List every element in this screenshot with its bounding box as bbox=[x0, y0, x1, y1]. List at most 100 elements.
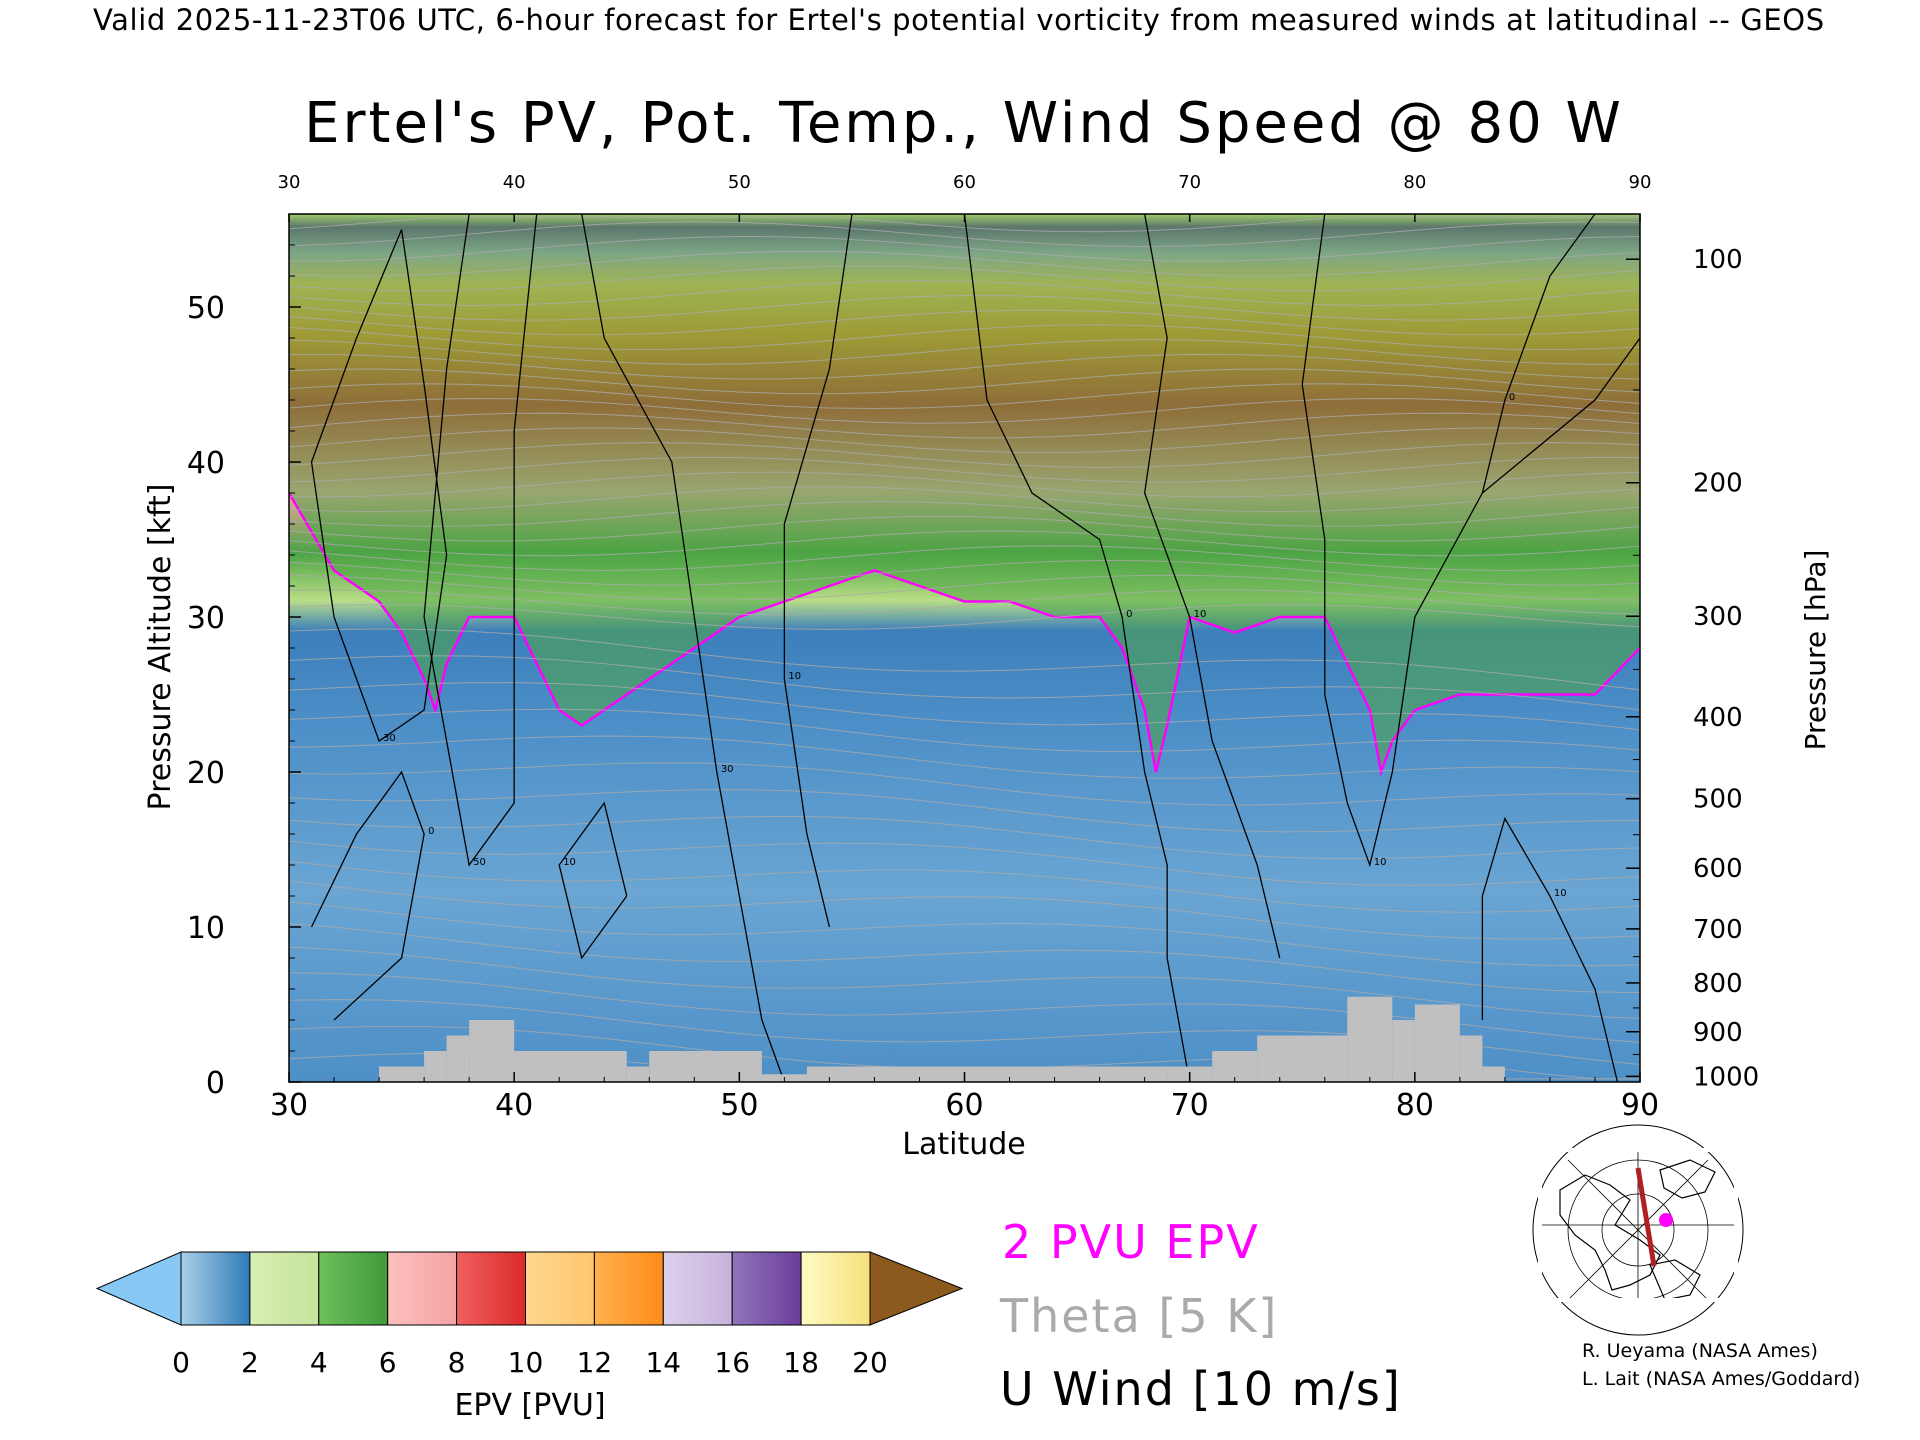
colorbar-tick-label: 2 bbox=[241, 1346, 259, 1379]
terrain-block bbox=[1347, 996, 1393, 1082]
y-axis-right-label: Pressure [hPa] bbox=[1799, 550, 1832, 751]
colorbar-under-arrow bbox=[95, 1251, 182, 1326]
terrain-block bbox=[649, 1051, 762, 1082]
header-valid-line: Valid 2025-11-23T06 UTC, 6-hour forecast… bbox=[93, 3, 1825, 37]
wind-contour-label: 10 bbox=[1554, 888, 1567, 899]
wind-contour bbox=[581, 214, 785, 1082]
theta-contour bbox=[289, 972, 1640, 1043]
x-tick-label: 70 bbox=[1171, 1088, 1209, 1123]
x-top-tick-label: 90 bbox=[1629, 172, 1652, 193]
stratosphere-fill bbox=[289, 214, 1640, 772]
x-top-tick-label: 60 bbox=[953, 172, 976, 193]
x-tick-label: 30 bbox=[270, 1088, 308, 1123]
theta-contour bbox=[289, 265, 1640, 292]
colorbar-segment bbox=[593, 1251, 664, 1326]
theta-contour bbox=[289, 339, 1640, 365]
pressure-tick-label: 900 bbox=[1693, 1018, 1743, 1048]
chart-title: Ertel's PV, Pot. Temp., Wind Speed @ 80 … bbox=[304, 91, 1624, 156]
colorbar-segment bbox=[525, 1251, 595, 1326]
wind-contour-label: 50 bbox=[473, 857, 486, 868]
x-axis-label: Latitude bbox=[902, 1127, 1025, 1162]
y-tick-label: 10 bbox=[187, 911, 225, 946]
colorbar-tick-label: 10 bbox=[508, 1346, 544, 1379]
terrain-block bbox=[379, 1066, 425, 1082]
x-top-tick-label: 80 bbox=[1403, 172, 1426, 193]
terrain-block bbox=[424, 1051, 447, 1082]
wind-contour-label: 10 bbox=[1374, 857, 1387, 868]
colorbar-segment bbox=[180, 1251, 251, 1326]
legend-theta: Theta [5 K] bbox=[999, 1289, 1278, 1343]
theta-contour bbox=[289, 860, 1640, 913]
wind-contour bbox=[1481, 816, 1619, 1082]
theta-contour bbox=[289, 946, 1640, 1019]
colorbar-tick-label: 8 bbox=[448, 1346, 466, 1379]
colorbar-tick-label: 6 bbox=[379, 1346, 397, 1379]
x-tick-label: 40 bbox=[495, 1088, 533, 1123]
x-top-tick-label: 40 bbox=[503, 172, 526, 193]
epv-2pvu-contour bbox=[289, 492, 1640, 777]
wind-contour-label: 0 bbox=[428, 826, 434, 837]
colorbar-over-arrow bbox=[869, 1251, 964, 1326]
wind-contour-label: 30 bbox=[383, 733, 396, 744]
theta-contour bbox=[289, 412, 1640, 439]
x-top-tick-label: 50 bbox=[728, 172, 751, 193]
wind-contour bbox=[558, 801, 628, 960]
plot-area: 30 50 30 10 0 10 10 0 10 0 10 bbox=[289, 214, 1640, 1082]
theta-contour bbox=[289, 280, 1640, 306]
wind-contour bbox=[963, 214, 1191, 1082]
colorbar-label: EPV [PVU] bbox=[454, 1388, 605, 1423]
colorbar-tick-label: 12 bbox=[577, 1346, 613, 1379]
wind-contour bbox=[310, 770, 425, 1021]
terrain-block bbox=[1459, 1035, 1483, 1082]
colorbar-tick-label: 16 bbox=[714, 1346, 750, 1379]
pressure-tick-label: 1000 bbox=[1693, 1062, 1759, 1092]
x-top-tick-label: 70 bbox=[1178, 172, 1201, 193]
inset-location-dot bbox=[1659, 1213, 1673, 1227]
pressure-tick-label: 100 bbox=[1693, 245, 1743, 275]
colorbar-tick-label: 14 bbox=[645, 1346, 681, 1379]
wind-contour bbox=[423, 214, 538, 867]
terrain-block bbox=[1414, 1004, 1460, 1082]
y-tick-label: 20 bbox=[187, 756, 225, 791]
pressure-tick-label: 300 bbox=[1693, 602, 1743, 632]
terrain-block bbox=[1212, 1051, 1258, 1082]
terrain-block bbox=[1257, 1035, 1348, 1082]
y-tick-label: 40 bbox=[187, 446, 225, 481]
wind-contour-label: 10 bbox=[788, 671, 801, 682]
colorbar-tick-label: 4 bbox=[310, 1346, 328, 1379]
colorbar-segment bbox=[800, 1251, 871, 1326]
wind-contour bbox=[783, 214, 853, 928]
colorbar-segment bbox=[387, 1251, 458, 1326]
terrain-block bbox=[1392, 1020, 1415, 1082]
inset-section-line bbox=[1635, 1167, 1657, 1267]
wind-contour-label: 10 bbox=[563, 857, 576, 868]
theta-contour bbox=[289, 324, 1640, 351]
x-top-tick-label: 30 bbox=[278, 172, 301, 193]
terrain-block bbox=[514, 1051, 627, 1082]
colorbar-segment bbox=[249, 1251, 320, 1326]
inset-map bbox=[1532, 1124, 1744, 1336]
legend-epv: 2 PVU EPV bbox=[1002, 1215, 1260, 1269]
theta-contour bbox=[289, 922, 1640, 994]
colorbar-tick-label: 18 bbox=[783, 1346, 819, 1379]
y-tick-label: 30 bbox=[187, 601, 225, 636]
x-tick-label: 60 bbox=[945, 1088, 983, 1123]
theta-contour bbox=[289, 236, 1640, 262]
credit-line-2: L. Lait (NASA Ames/Goddard) bbox=[1582, 1368, 1861, 1390]
colorbar: 0 2 4 6 8 10 12 14 16 18 20 bbox=[95, 1251, 964, 1379]
terrain-block bbox=[806, 1066, 1168, 1082]
x-tick-label: 90 bbox=[1621, 1088, 1659, 1123]
theta-contour bbox=[289, 397, 1640, 424]
theta-contour bbox=[289, 250, 1640, 277]
theta-contour bbox=[289, 880, 1640, 940]
colorbar-tick-label: 20 bbox=[852, 1346, 888, 1379]
pressure-tick-label: 500 bbox=[1693, 785, 1743, 815]
pressure-tick-label: 400 bbox=[1693, 703, 1743, 733]
wind-contour-label: 0 bbox=[1509, 392, 1515, 403]
colorbar-segment bbox=[662, 1251, 733, 1326]
wind-contour-label: 30 bbox=[721, 764, 734, 775]
legend-wind: U Wind [10 m/s] bbox=[1000, 1362, 1402, 1416]
theta-contour bbox=[289, 383, 1640, 410]
y-tick-label: 0 bbox=[206, 1066, 225, 1101]
pressure-tick-label: 700 bbox=[1693, 915, 1743, 945]
